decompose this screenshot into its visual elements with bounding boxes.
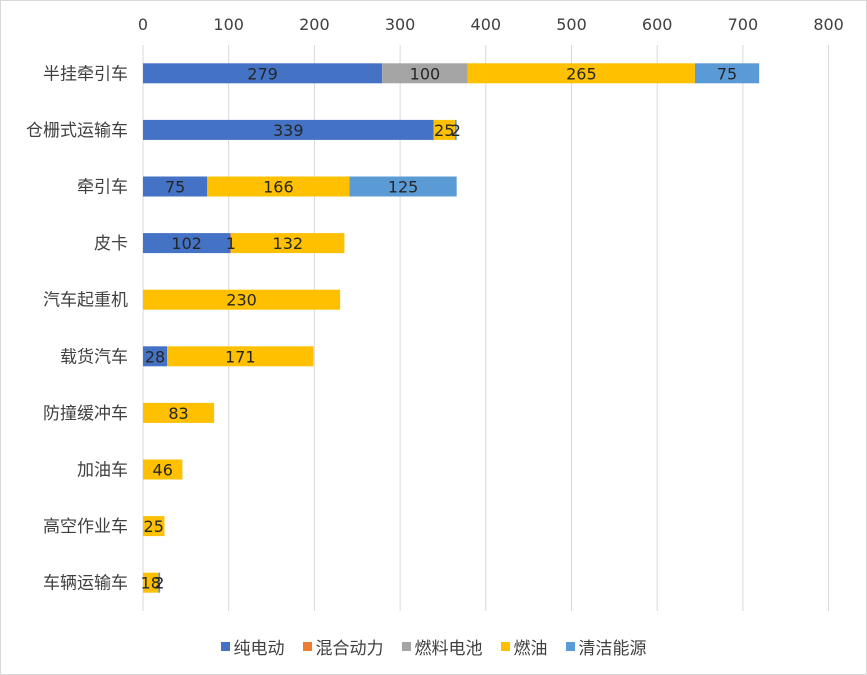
legend-item: 纯电动 [220, 634, 285, 659]
bar-segment [143, 119, 434, 140]
category-label: 汽车起重机 [43, 291, 128, 311]
legend-item: 燃油 [500, 634, 548, 659]
bar-segment [143, 176, 208, 197]
legend-label: 燃油 [513, 639, 548, 659]
x-tick-label: 200 [299, 15, 330, 34]
data-label: 2 [451, 121, 461, 140]
data-label: 100 [410, 64, 441, 83]
data-label: 230 [226, 291, 257, 310]
bar-segment [143, 459, 183, 480]
x-tick-label: 0 [138, 15, 148, 34]
bar-segment [166, 346, 314, 367]
category-label: 车辆运输车 [43, 574, 128, 594]
data-label: 18 [141, 574, 161, 593]
legend-swatch [302, 642, 312, 651]
category-label: 防撞缓冲车 [43, 404, 128, 424]
data-label: 1 [226, 234, 236, 253]
category-label: 加油车 [77, 461, 128, 481]
data-label: 75 [165, 178, 185, 197]
bar-segment [143, 289, 341, 310]
data-label: 25 [144, 517, 164, 536]
bar-segment [433, 119, 455, 140]
data-label: 75 [717, 64, 737, 83]
data-label: 46 [153, 461, 173, 480]
category-label: 牵引车 [77, 178, 128, 198]
legend-swatch [401, 642, 411, 651]
bar-segment [454, 119, 457, 140]
bar-segment [382, 63, 468, 84]
legend-item: 混合动力 [302, 634, 384, 659]
data-label: 265 [566, 64, 597, 83]
data-label: 339 [273, 121, 304, 140]
legend-item: 燃料电池 [401, 634, 483, 659]
data-label: 279 [247, 64, 278, 83]
data-label: 2 [154, 574, 164, 593]
bar-segment [230, 233, 232, 254]
legend-label: 纯电动 [233, 639, 285, 659]
bar-segment [143, 346, 167, 367]
category-label: 半挂牵引车 [43, 64, 128, 84]
data-label: 166 [263, 178, 294, 197]
data-label: 25 [434, 121, 454, 140]
x-tick-label: 800 [813, 15, 844, 34]
data-label: 171 [225, 347, 256, 366]
data-label: 132 [273, 234, 304, 253]
x-tick-label: 100 [213, 15, 244, 34]
x-tick-label: 300 [385, 15, 416, 34]
bar-segment [158, 572, 161, 593]
bar-segment [143, 516, 165, 537]
bar-segment [231, 233, 345, 254]
bar-segment [143, 233, 231, 254]
x-tick-label: 400 [471, 15, 502, 34]
bar-segment [143, 572, 159, 593]
legend-swatch [500, 642, 510, 651]
legend-item: 清洁能源 [565, 634, 647, 659]
bar-segment [694, 63, 760, 84]
data-label: 125 [388, 178, 419, 197]
legend-swatch [220, 642, 230, 651]
stacked-bar-chart: 0 100 200 300 400 500 600 700 800 半挂牵引车 279 100 265 7… [26, 15, 844, 611]
legend-label: 清洁能源 [578, 639, 647, 659]
x-tick-label: 600 [642, 15, 673, 34]
legend-swatch [565, 642, 575, 651]
category-label: 高空作业车 [43, 517, 128, 537]
bar-segment [349, 176, 457, 197]
data-label: 102 [171, 234, 202, 253]
x-tick-label: 500 [556, 15, 587, 34]
category-label: 仓栅式运输车 [26, 121, 128, 141]
category-label: 皮卡 [94, 234, 128, 254]
bar-segment [207, 176, 350, 197]
data-label: 28 [145, 347, 165, 366]
legend-label: 混合动力 [315, 639, 384, 659]
category-label: 载货汽车 [60, 347, 128, 367]
x-tick-label: 700 [728, 15, 759, 34]
bar-segment [467, 63, 695, 84]
legend: 纯电动 混合动力 燃料电池 燃油 清洁能源 [1, 634, 866, 659]
legend-label: 燃料电池 [414, 639, 483, 659]
bar-segment [143, 402, 215, 423]
bar-segment [143, 63, 383, 84]
data-label: 83 [168, 404, 188, 423]
